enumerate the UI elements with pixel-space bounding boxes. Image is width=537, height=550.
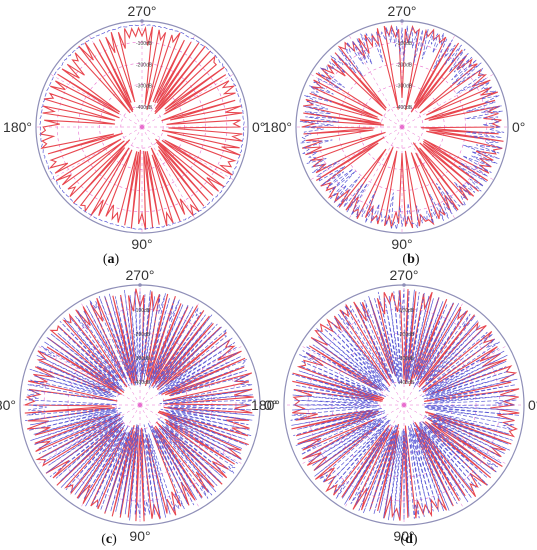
top-marker (140, 19, 144, 23)
ring-label: -300dB (136, 84, 153, 90)
angle-label-180: 180° (3, 119, 32, 135)
center-dot (399, 124, 405, 130)
ring-label: -200dB (134, 332, 151, 338)
ring-label: -100dB (396, 41, 413, 47)
angle-label-180: 180° (251, 397, 280, 413)
angle-label-0: 0° (264, 397, 277, 413)
grid-spoke (299, 344, 405, 406)
series-dashed (39, 24, 245, 230)
ring-label: -400dB (134, 380, 151, 386)
panel-caption: (c) (101, 532, 117, 547)
angle-label-90: 90° (131, 236, 152, 252)
angle-label-90: 90° (391, 236, 412, 252)
center-dot (139, 124, 145, 130)
grid-spoke (403, 344, 509, 406)
angle-label-270: 270° (126, 267, 155, 283)
panel-caption: (b) (402, 252, 419, 267)
angle-label-180: 180° (263, 119, 292, 135)
angle-label-90: 90° (129, 528, 150, 544)
center-dot (401, 402, 407, 408)
grid-spoke (403, 300, 465, 406)
ring-label: -400dB (398, 380, 415, 386)
grid-spoke (139, 404, 245, 466)
polar-panel-b: -100dB -200dB -300dB -400dB 270° 90° 180° 0° (b) (263, 3, 525, 267)
panel-caption: (d) (400, 532, 417, 547)
grid-spoke (139, 344, 245, 406)
series-dashed (24, 289, 256, 521)
grid-spoke (35, 344, 141, 406)
grid-spoke (403, 404, 509, 466)
ring-label: -300dB (396, 84, 413, 90)
angle-label-0: 0° (252, 119, 265, 135)
series-solid (24, 288, 254, 522)
ring-label: -100dB (398, 308, 415, 314)
angle-label-270: 270° (390, 267, 419, 283)
grid-spoke (35, 404, 141, 466)
grid-spoke (299, 404, 405, 466)
series-dashed (290, 289, 520, 521)
angle-label-180: 180° (0, 397, 16, 413)
polar-panel-a: -100dB -200dB -300dB -400dB 270° 90° 180° 0° (a) (3, 3, 265, 267)
panel-caption: (a) (103, 252, 120, 267)
grid-spoke (79, 404, 141, 510)
top-marker (402, 283, 406, 287)
top-marker (138, 283, 142, 287)
ring-label: -100dB (136, 41, 153, 47)
ring-label: -400dB (396, 105, 413, 111)
angle-label-90: 90° (393, 528, 414, 544)
grid-spoke (79, 300, 141, 406)
series-dashed (299, 25, 505, 230)
grid-ring (120, 105, 164, 149)
grid-ring (380, 105, 424, 149)
angle-label-0: 0° (528, 397, 537, 413)
grid-spoke (343, 300, 405, 406)
grid-spoke (310, 126, 403, 181)
ring-label: -300dB (134, 356, 151, 362)
ring-label: -100dB (134, 308, 151, 314)
ring-label: -300dB (398, 356, 415, 362)
angle-label-0: 0° (512, 119, 525, 135)
top-marker (400, 19, 404, 23)
series-solid (39, 25, 243, 230)
ring-label: -200dB (398, 332, 415, 338)
grid-spoke (139, 404, 201, 510)
ring-label: -400dB (136, 105, 153, 111)
center-dot (137, 402, 143, 408)
ring-label: -200dB (396, 62, 413, 68)
ring-label: -200dB (136, 62, 153, 68)
angle-label-270: 270° (388, 3, 417, 19)
angle-label-270: 270° (128, 3, 157, 19)
